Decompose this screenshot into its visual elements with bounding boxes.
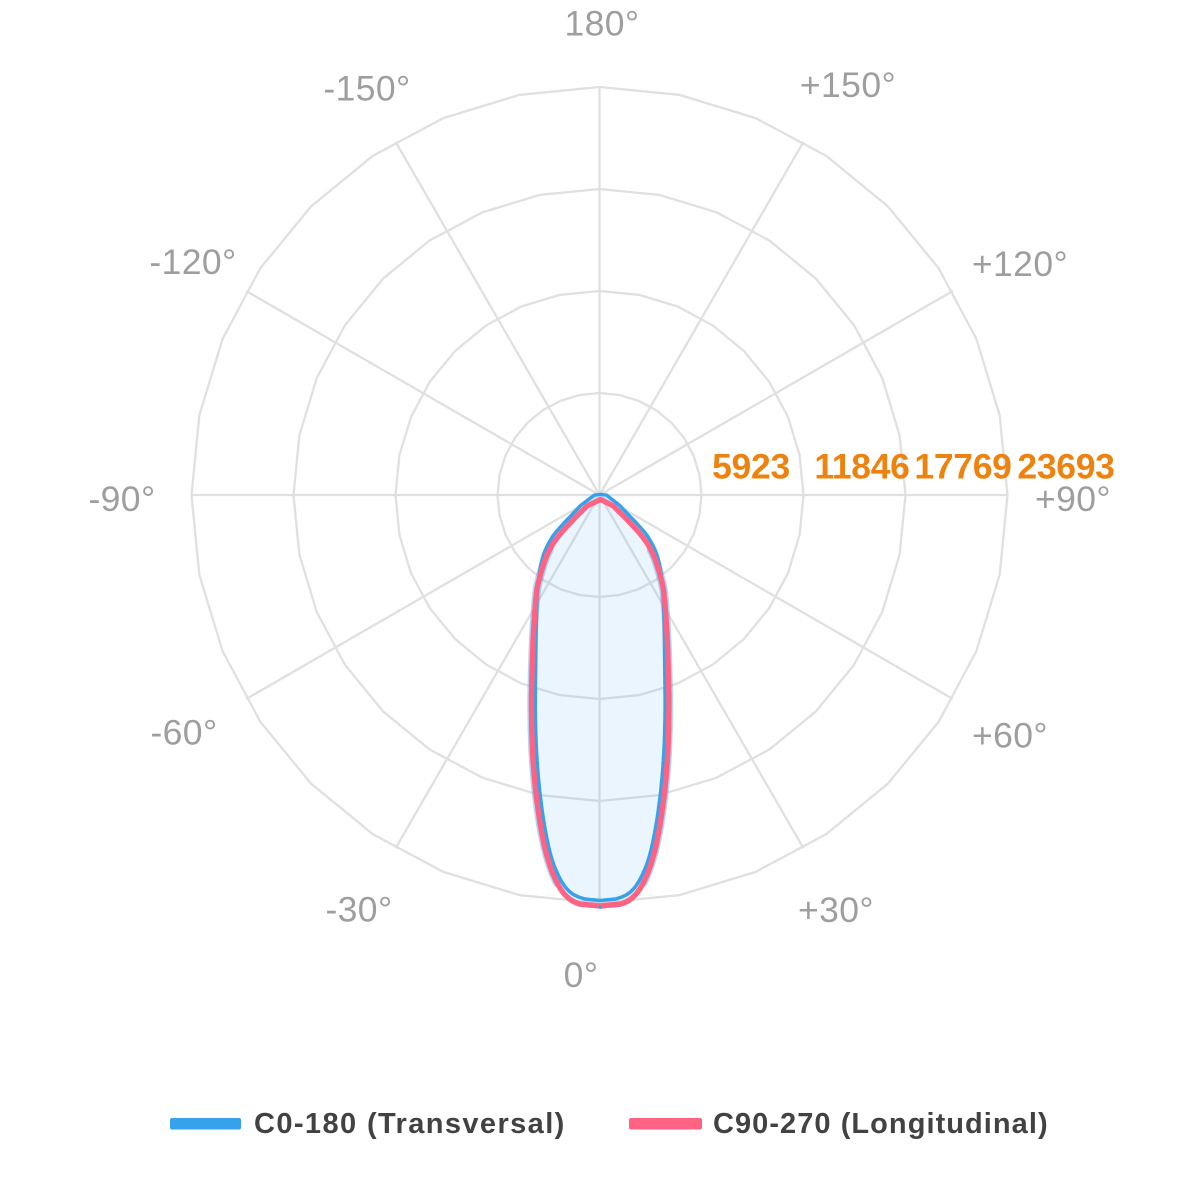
svg-text:+30°: +30° [798,890,874,930]
svg-text:+60°: +60° [972,716,1048,756]
svg-text:+150°: +150° [800,65,896,105]
svg-text:C0-180 (Transversal): C0-180 (Transversal) [254,1108,566,1140]
svg-text:17769: 17769 [914,447,1011,487]
svg-text:-30°: -30° [325,890,392,930]
svg-text:-150°: -150° [323,69,410,109]
svg-text:-90°: -90° [88,479,155,519]
svg-text:+90°: +90° [1035,479,1111,519]
svg-text:-60°: -60° [150,713,217,753]
svg-text:C90-270 (Longitudinal): C90-270 (Longitudinal) [713,1108,1049,1140]
svg-text:+120°: +120° [972,244,1068,284]
svg-text:23693: 23693 [1017,447,1114,487]
svg-text:11846: 11846 [814,447,909,487]
svg-text:-120°: -120° [149,242,236,282]
svg-text:180°: 180° [564,4,639,44]
svg-text:5923: 5923 [712,447,790,487]
svg-text:0°: 0° [564,955,599,995]
